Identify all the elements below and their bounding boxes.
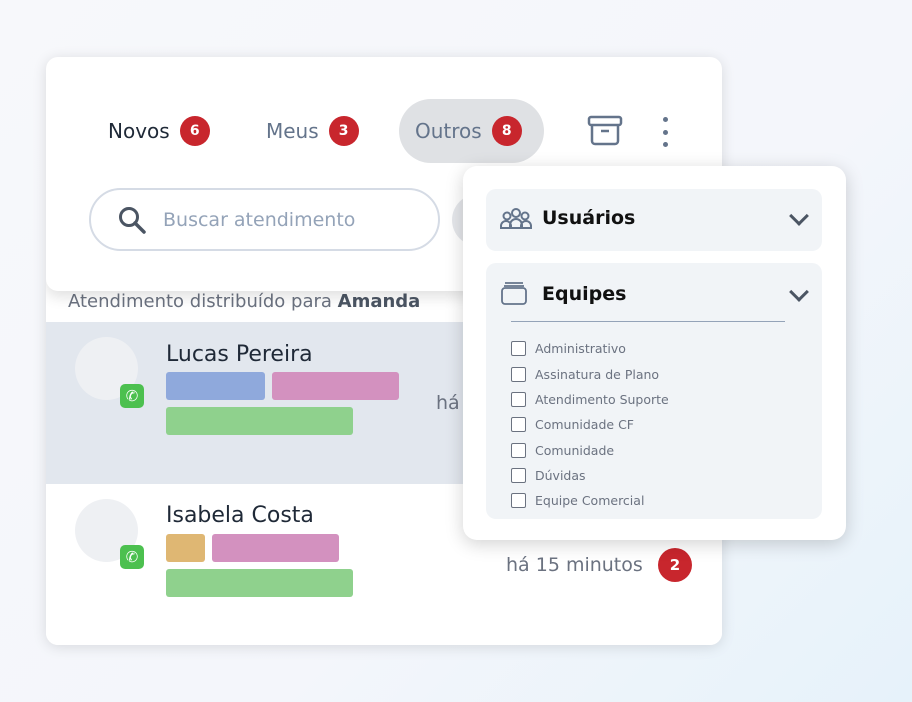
tag bbox=[166, 569, 353, 597]
checkbox[interactable] bbox=[511, 392, 526, 407]
team-checkbox[interactable]: Equipe Comercial bbox=[511, 493, 644, 508]
team-checkbox[interactable]: Assinatura de Plano bbox=[511, 367, 659, 382]
tag bbox=[166, 372, 265, 400]
team-checkbox[interactable]: Comunidade bbox=[511, 443, 614, 458]
conversation-row[interactable]: ✆ Isabela Costa há 15 minutos 2 bbox=[46, 485, 722, 645]
checkbox[interactable] bbox=[511, 443, 526, 458]
conversation-time: há 15 minutos bbox=[506, 554, 643, 576]
users-label: Usuários bbox=[542, 207, 636, 229]
team-label: Comunidade CF bbox=[535, 417, 634, 432]
team-checkbox[interactable]: Dúvidas bbox=[511, 468, 586, 483]
whatsapp-icon: ✆ bbox=[120, 545, 144, 569]
teams-label: Equipes bbox=[542, 283, 627, 305]
chevron-down-icon[interactable] bbox=[789, 206, 809, 226]
distribution-user: Amanda bbox=[337, 291, 421, 312]
whatsapp-icon: ✆ bbox=[120, 384, 144, 408]
count-badge: 6 bbox=[179, 116, 210, 146]
team-checkbox[interactable]: Comunidade CF bbox=[511, 417, 634, 432]
team-label: Dúvidas bbox=[535, 468, 586, 483]
tag bbox=[212, 534, 339, 562]
team-label: Administrativo bbox=[535, 341, 626, 356]
search-icon bbox=[119, 206, 146, 234]
team-label: Assinatura de Plano bbox=[535, 367, 660, 382]
checkbox[interactable] bbox=[511, 367, 526, 382]
checkbox[interactable] bbox=[511, 341, 526, 356]
chevron-down-icon[interactable] bbox=[789, 282, 809, 302]
team-checkbox[interactable]: Administrativo bbox=[511, 341, 626, 356]
search-input[interactable]: Buscar atendimento bbox=[89, 188, 440, 251]
count-badge: 3 bbox=[328, 116, 359, 146]
tag bbox=[166, 407, 353, 435]
tag bbox=[272, 372, 399, 400]
tab-novos[interactable]: Novos 6 bbox=[92, 99, 226, 163]
more-options-icon[interactable] bbox=[660, 117, 670, 147]
tab-outros[interactable]: Outros 8 bbox=[399, 99, 544, 163]
tag bbox=[166, 534, 205, 562]
divider bbox=[511, 321, 785, 322]
contact-name: Isabela Costa bbox=[166, 503, 314, 528]
users-icon bbox=[500, 208, 532, 229]
contact-name: Lucas Pereira bbox=[166, 342, 313, 367]
tab-meus[interactable]: Meus 3 bbox=[250, 99, 375, 163]
checkbox[interactable] bbox=[511, 493, 526, 508]
archive-icon[interactable] bbox=[587, 115, 623, 147]
team-label: Atendimento Suporte bbox=[535, 392, 669, 407]
team-label: Equipe Comercial bbox=[535, 493, 645, 508]
tab-label: Outros bbox=[415, 119, 482, 143]
unread-badge: 2 bbox=[658, 548, 692, 582]
search-placeholder: Buscar atendimento bbox=[163, 208, 356, 231]
count-badge: 8 bbox=[491, 116, 522, 146]
conversation-time: há bbox=[436, 392, 460, 414]
users-section[interactable]: Usuários bbox=[486, 189, 822, 251]
folder-stack-icon bbox=[501, 282, 527, 305]
filter-dropdown: Usuários Equipes Administrativo Assinatu… bbox=[463, 166, 846, 540]
tab-label: Meus bbox=[266, 119, 319, 143]
distribution-label: Atendimento distribuído para Amanda bbox=[68, 291, 420, 312]
tab-label: Novos bbox=[108, 119, 170, 143]
team-label: Comunidade bbox=[535, 443, 615, 458]
checkbox[interactable] bbox=[511, 468, 526, 483]
team-checkbox[interactable]: Atendimento Suporte bbox=[511, 392, 669, 407]
teams-section: Equipes Administrativo Assinatura de Pla… bbox=[486, 263, 822, 519]
checkbox[interactable] bbox=[511, 417, 526, 432]
distribution-prefix: Atendimento distribuído para bbox=[68, 291, 338, 312]
